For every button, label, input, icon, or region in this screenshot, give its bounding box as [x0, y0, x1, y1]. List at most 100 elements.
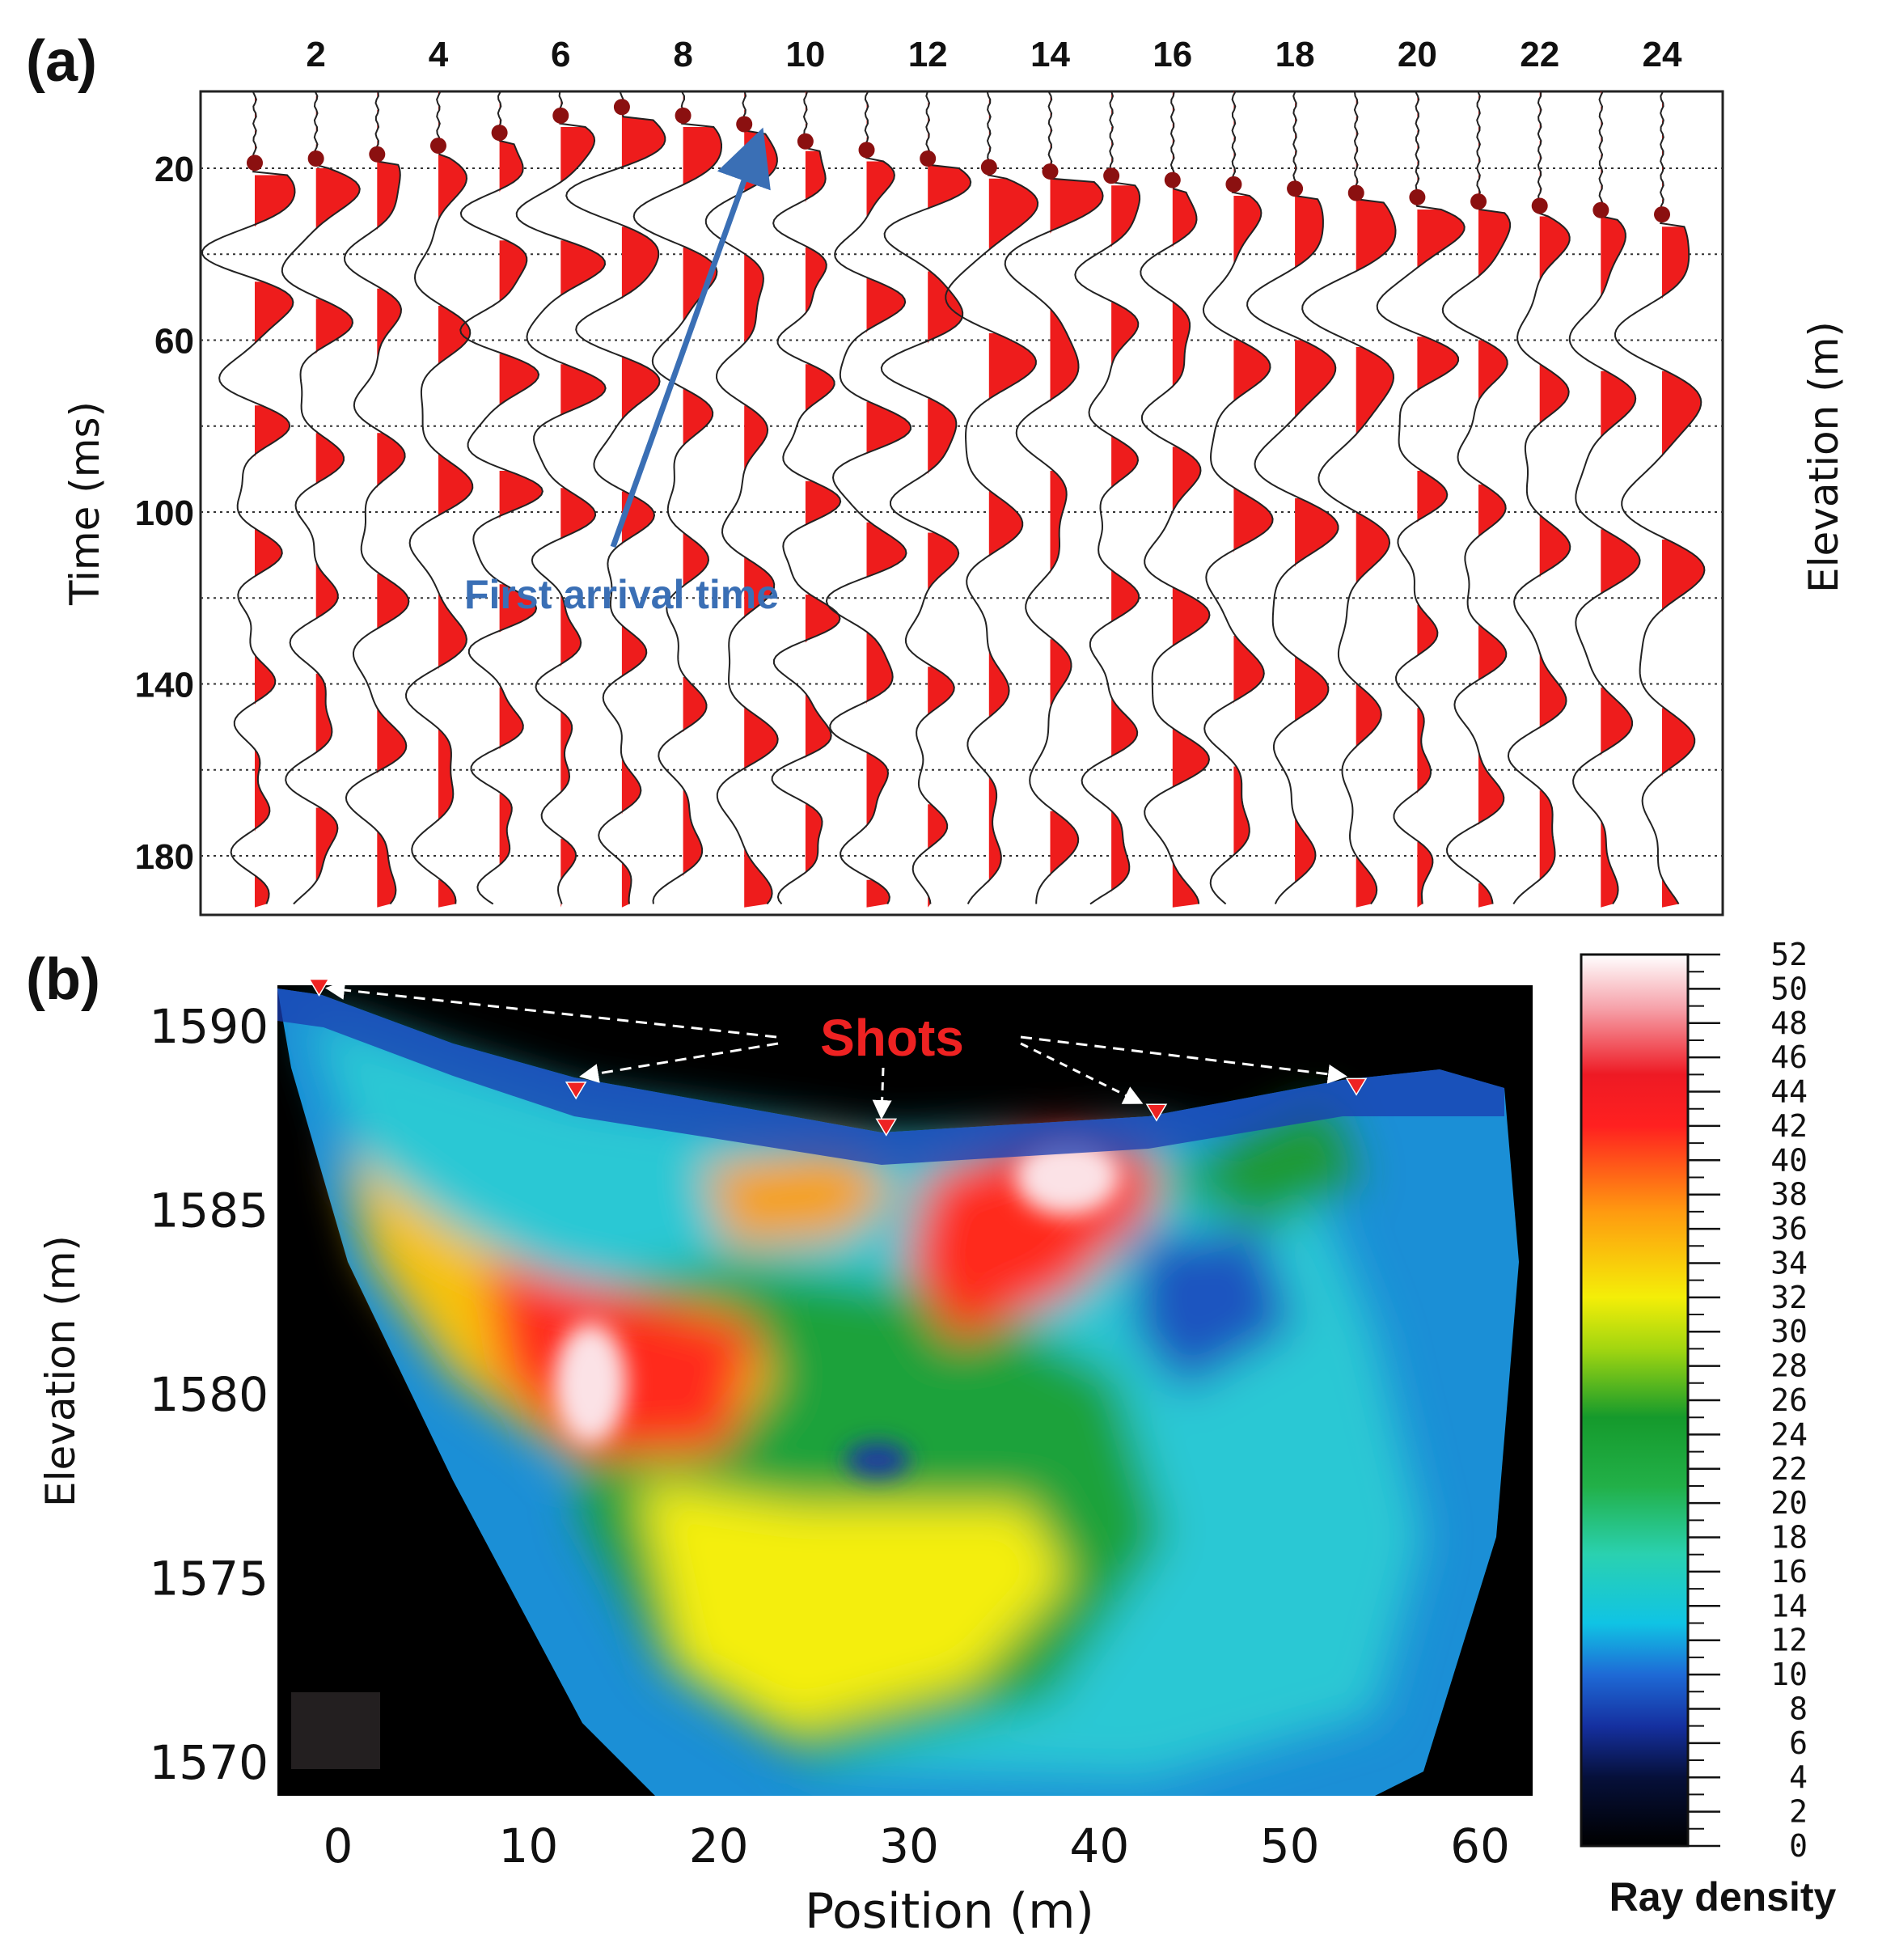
trace-9 — [704, 91, 779, 908]
colorbar-tick-10: 10 — [1770, 1657, 1808, 1692]
shot-markers — [308, 978, 1368, 1137]
trace-16 — [1140, 91, 1211, 908]
colorbar-tick-26: 26 — [1770, 1382, 1808, 1418]
first-arrival-annotation: First arrival time — [464, 572, 779, 617]
white-hotspot-right — [1015, 1138, 1120, 1216]
trace-18 — [1246, 91, 1339, 904]
panel-b-x-axis-label: Position (m) — [805, 1883, 1094, 1940]
first-arrival-pick-1 — [247, 155, 263, 171]
first-arrival-pick-3 — [369, 146, 386, 163]
colorbar-tick-46: 46 — [1770, 1039, 1808, 1075]
trace-7-wiggle — [565, 91, 666, 904]
panel-a-time-tick-labels: 20 60 100 140 180 — [135, 150, 194, 877]
panel-b-y-axis-label: Elevation (m) — [37, 1235, 84, 1507]
colorbar-tick-8: 8 — [1789, 1691, 1808, 1726]
trace-18-wiggle — [1246, 91, 1339, 904]
trace-label-12: 12 — [908, 35, 948, 74]
trace-12-wiggle — [880, 91, 972, 904]
first-arrival-pick-7 — [613, 99, 630, 116]
orange-upper-arc — [704, 1149, 898, 1246]
trace-21-fill — [1478, 95, 1511, 908]
first-arrival-pick-24 — [1654, 206, 1670, 223]
first-arrival-pick-21 — [1470, 193, 1487, 210]
trace-8 — [632, 91, 722, 904]
colorbar-tick-0: 0 — [1789, 1828, 1808, 1864]
first-arrival-pick-14 — [1042, 163, 1059, 180]
trace-15-wiggle — [1074, 91, 1141, 905]
first-arrival-pick-12 — [920, 150, 937, 167]
trace-3-fill — [377, 92, 409, 908]
first-arrival-pick-4 — [429, 138, 446, 155]
trace-label-22: 22 — [1520, 35, 1559, 74]
position-tick-0: 0 — [324, 1818, 353, 1873]
elevation-tick-1580: 1580 — [149, 1367, 269, 1422]
trace-4-fill — [438, 91, 473, 908]
shot-arrow-4 — [1020, 1042, 1144, 1104]
trace-15 — [1074, 91, 1141, 905]
shot-arrow-3 — [872, 1067, 892, 1120]
trace-20-wiggle — [1376, 91, 1466, 904]
trace-22-wiggle — [1507, 91, 1571, 905]
trace-4-wiggle — [404, 91, 474, 904]
blank-inset-box — [291, 1692, 380, 1769]
colorbar-tick-12: 12 — [1770, 1623, 1808, 1658]
trace-label-6: 6 — [551, 35, 570, 74]
first-arrival-pick-18 — [1287, 180, 1304, 197]
trace-17-fill — [1233, 91, 1273, 856]
colorbar-tick-40: 40 — [1770, 1142, 1808, 1178]
trace-16-wiggle — [1140, 91, 1211, 904]
trace-5-fill — [499, 91, 543, 866]
colorbar-tick-38: 38 — [1770, 1177, 1808, 1213]
trace-label-8: 8 — [673, 35, 692, 74]
trace-label-10: 10 — [785, 35, 825, 74]
panel-a-seismic-traces — [201, 91, 1706, 908]
panel-a-label: (a) — [26, 29, 97, 94]
trace-11-fill — [866, 91, 911, 908]
first-arrival-pick-16 — [1164, 171, 1181, 188]
time-tick-180: 180 — [135, 837, 194, 877]
trace-1 — [201, 91, 296, 908]
trace-14 — [1004, 91, 1104, 904]
trace-20-fill — [1417, 95, 1465, 908]
blue-right-pocket — [1132, 1230, 1294, 1391]
position-tick-30: 30 — [879, 1818, 939, 1873]
position-tick-40: 40 — [1069, 1818, 1129, 1873]
elevation-tick-1590: 1590 — [149, 999, 269, 1054]
trace-19-fill — [1356, 91, 1396, 908]
elevation-tick-1570: 1570 — [149, 1735, 269, 1790]
colorbar-tick-42: 42 — [1770, 1108, 1808, 1144]
trace-11-wiggle — [825, 91, 912, 904]
elevation-tick-1575: 1575 — [149, 1551, 269, 1607]
elevation-tick-1585: 1585 — [149, 1183, 269, 1238]
colorbar-tick-6: 6 — [1789, 1725, 1808, 1761]
green-right-cap — [1157, 1100, 1359, 1230]
white-hotspot-left — [554, 1323, 627, 1444]
colorbar-title: Ray density — [1609, 1874, 1837, 1920]
surface-fringe — [277, 988, 1504, 1165]
first-arrival-pick-10 — [797, 133, 814, 150]
trace-24-fill — [1662, 91, 1705, 908]
position-tick-10: 10 — [498, 1818, 558, 1873]
trace-13 — [945, 91, 1039, 904]
blue-deep-spot — [845, 1442, 910, 1478]
trace-2-wiggle — [281, 91, 361, 905]
trace-10 — [771, 91, 842, 905]
trace-8-wiggle — [632, 91, 722, 904]
trace-1-fill — [255, 95, 295, 908]
first-arrival-pick-19 — [1347, 184, 1364, 201]
ray-density-map — [277, 988, 1519, 1796]
trace-22 — [1507, 91, 1571, 905]
first-arrival-pick-13 — [980, 159, 997, 176]
trace-12-fill — [928, 91, 971, 908]
trace-label-16: 16 — [1153, 35, 1192, 74]
trace-14-wiggle — [1004, 91, 1104, 904]
trace-8-fill — [683, 95, 721, 877]
trace-3 — [343, 91, 410, 908]
trace-13-wiggle — [945, 91, 1039, 904]
colorbar-tick-20: 20 — [1770, 1485, 1808, 1521]
trace-label-20: 20 — [1398, 35, 1437, 74]
colorbar — [1580, 953, 1690, 1848]
trace-23 — [1568, 91, 1641, 908]
trace-13-fill — [988, 99, 1038, 883]
colorbar-tick-36: 36 — [1770, 1211, 1808, 1247]
